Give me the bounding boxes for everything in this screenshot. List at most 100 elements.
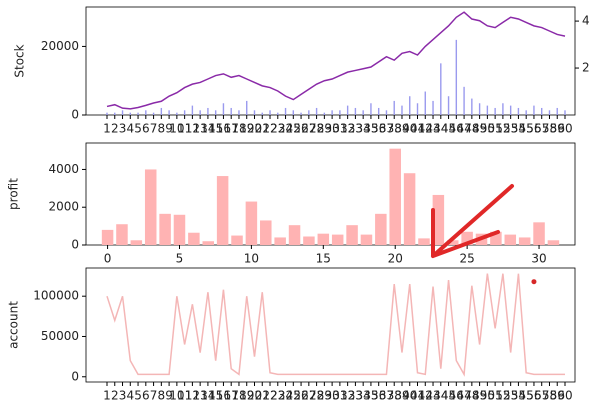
bar [504,234,517,245]
bar [144,169,157,245]
bar [303,236,315,245]
x-tick-label: 56 [526,122,541,136]
axes-frame [85,267,576,383]
x-tick-label: 19 [239,389,254,403]
x-tick-label: 44 [433,122,448,136]
x-tick-label: 27 [301,389,316,403]
x-tick-label: 51 [487,389,502,403]
x-tick-label: 45 [441,389,456,403]
x-tick-label: 14 [200,122,215,136]
volume-bar [176,112,178,115]
volume-bar [416,103,419,115]
x-tick-label: 25 [459,252,474,266]
x-tick-label: 44 [433,389,448,403]
x-tick-label: 37 [379,122,394,136]
x-tick-label: 13 [193,389,208,403]
x-tick-label: 17 [224,122,239,136]
x-tick-label: 31 [332,389,347,403]
x-tick-label: 52 [495,389,510,403]
x-tick-label: 23 [270,122,285,136]
x-tick-label: 3 [119,122,127,136]
x-tick-label: 24 [278,122,293,136]
volume-bar [152,112,155,115]
axes-frame [85,6,576,116]
x-tick-label: 27 [301,122,316,136]
bar [216,176,229,245]
x-tick-label: 47 [456,389,471,403]
volume-bar [183,110,186,115]
volume-bar [114,112,116,115]
arrow-stroke [431,184,514,258]
x-tick-label: 35 [363,389,378,403]
volume-bar [323,112,326,115]
volume-bar [160,107,163,115]
volume-bar [541,107,543,115]
bar [274,237,286,245]
bar [518,237,531,245]
x-tick-label: 26 [293,122,308,136]
x-tick-label: 37 [379,389,394,403]
x-tick-label: 20 [247,389,262,403]
y-tick-label: 100000 [33,289,79,303]
x-tick-label: 35 [363,122,378,136]
x-tick-label: 34 [356,389,371,403]
y-tick-label: 20000 [41,39,79,53]
x-tick-label: 25 [286,122,301,136]
x-tick-label: 49 [472,122,487,136]
x-tick-label: 12 [185,389,200,403]
x-tick-label: 43 [425,389,440,403]
bar [547,240,560,245]
volume-bar [556,107,558,115]
bar [432,194,445,245]
volume-bar [548,110,551,115]
x-tick-label: 50 [480,389,495,403]
x-tick-label: 60 [557,389,572,403]
volume-bar [222,103,225,115]
marker-point [531,279,537,285]
x-tick-label: 45 [441,122,456,136]
volume-bar [246,100,248,115]
x-tick-label: 47 [456,122,471,136]
x-tick-label: 46 [449,389,464,403]
volume-bar [564,110,566,115]
volume-bar [292,110,295,115]
y2-tick-label: 4 [582,14,590,28]
x-tick-label: 32 [340,389,355,403]
volume-bar [277,112,279,115]
bar [461,231,473,245]
x-tick-label: 6 [142,122,150,136]
line [106,11,566,110]
x-tick-label: 4 [126,122,134,136]
volume-bar [440,63,442,115]
volume-bar [354,107,357,115]
x-tick-label: 25 [286,389,301,403]
x-tick-label: 32 [340,122,355,136]
volume-bar [362,110,364,115]
x-tick-label: 16 [216,122,231,136]
x-tick-label: 5 [134,389,142,403]
bar [202,241,215,245]
volume-bar [346,105,349,115]
volume-bar [478,103,481,115]
x-tick-label: 39 [394,389,409,403]
volume-bar [315,107,318,115]
x-tick-label: 48 [464,389,479,403]
x-tick-label: 55 [519,122,534,136]
x-tick-label: 54 [511,122,526,136]
volume-bar [168,110,170,115]
x-tick-label: 10 [244,252,259,266]
x-tick-label: 19 [239,122,254,136]
x-tick-label: 30 [324,389,339,403]
volume-bar [393,100,395,115]
x-tick-label: 56 [526,389,541,403]
bar [231,235,243,245]
x-tick-label: 15 [208,389,223,403]
annotation-arrow [431,184,514,258]
x-tick-label: 42 [418,389,433,403]
volume-bar [424,91,426,115]
volume-bar [137,112,139,115]
volume-bar [502,103,504,115]
x-tick-label: 36 [371,122,386,136]
y2-tick-label: 2 [582,61,590,75]
